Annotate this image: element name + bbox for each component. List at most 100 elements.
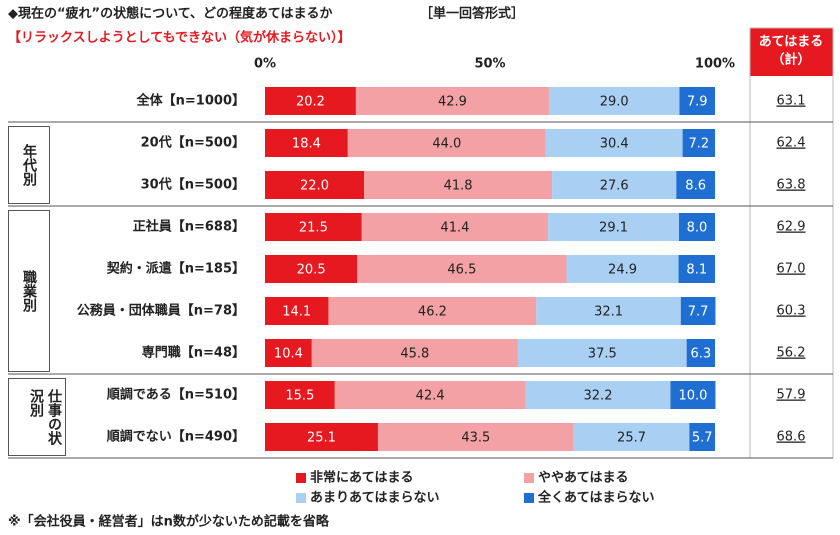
bar-segment xyxy=(311,339,518,367)
value-label: 8.6 xyxy=(685,179,706,194)
bar-segment xyxy=(517,339,687,367)
legend-swatch xyxy=(524,493,534,503)
total-value: 62.9 xyxy=(777,220,806,235)
value-label: 46.5 xyxy=(447,263,476,278)
value-label: 43.5 xyxy=(461,431,490,446)
bar-segment xyxy=(357,255,567,283)
bar-segment xyxy=(686,339,715,367)
category-label: 専門職【n=48】 xyxy=(142,345,245,361)
category-label: 順調である【n=510】 xyxy=(107,387,245,403)
category-label: 20代【n=500】 xyxy=(141,135,245,151)
bar-segment xyxy=(548,213,679,241)
bar-segment xyxy=(548,87,680,115)
bar-segment xyxy=(265,171,364,199)
value-label: 15.5 xyxy=(285,389,314,404)
value-label: 22.0 xyxy=(300,179,329,194)
value-label: 6.3 xyxy=(690,347,711,362)
value-label: 42.9 xyxy=(438,95,467,110)
totals-title: （計） xyxy=(771,52,810,68)
value-label: 21.5 xyxy=(299,221,328,236)
total-value: 67.0 xyxy=(777,262,806,277)
bar-segment xyxy=(265,297,329,325)
value-label: 25.1 xyxy=(307,431,336,446)
totals-header xyxy=(750,28,833,76)
category-label: 30代【n=500】 xyxy=(141,177,245,193)
bar-segment xyxy=(265,87,356,115)
bar-segment xyxy=(355,87,549,115)
value-label: 42.4 xyxy=(416,389,445,404)
bar-segment xyxy=(265,255,358,283)
group-label: 職業別 xyxy=(8,210,50,372)
legend-swatch xyxy=(296,473,306,483)
total-value: 56.2 xyxy=(777,346,806,361)
value-label: 18.4 xyxy=(292,137,321,152)
value-label: 25.7 xyxy=(617,431,646,446)
bar-segment xyxy=(670,381,716,409)
value-label: 20.5 xyxy=(297,263,326,278)
legend-label: 非常にあてはまる xyxy=(310,470,413,486)
value-label: 44.0 xyxy=(432,137,461,152)
x-tick-label: 0% xyxy=(254,57,276,72)
bar-segment xyxy=(328,297,537,325)
value-label: 30.4 xyxy=(600,137,629,152)
category-label: 契約・派遣【n=185】 xyxy=(106,261,245,277)
totals-title: あてはまる xyxy=(759,35,823,50)
bar-segment xyxy=(525,381,671,409)
bar-segment xyxy=(361,213,549,241)
legend-swatch xyxy=(296,493,306,503)
value-label: 10.0 xyxy=(678,389,707,404)
bar-segment xyxy=(347,129,546,157)
bar-segment xyxy=(334,381,526,409)
bar-segment xyxy=(679,87,715,115)
value-label: 7.9 xyxy=(687,95,708,110)
value-label: 24.9 xyxy=(608,263,637,278)
value-label: 32.1 xyxy=(594,305,623,320)
value-label: 29.0 xyxy=(600,95,629,110)
bar-segment xyxy=(265,129,348,157)
total-value: 62.4 xyxy=(777,136,806,151)
legend-label: 全くあてはまらない xyxy=(537,490,654,506)
value-label: 46.2 xyxy=(418,305,447,320)
x-tick-label: 50% xyxy=(474,57,505,72)
category-label: 順調でない【n=490】 xyxy=(107,429,245,445)
legend-label: あまりあてはまらない xyxy=(310,491,439,506)
x-tick-label: 100% xyxy=(695,57,735,72)
chart-title: ◆現在の“疲れ”の状態について、どの程度あてはまるか xyxy=(8,6,333,22)
value-label: 37.5 xyxy=(588,347,617,362)
bar-segment xyxy=(265,339,312,367)
answer-format: ［単一回答形式］ xyxy=(420,6,524,22)
value-label: 10.4 xyxy=(274,347,303,362)
value-label: 14.1 xyxy=(282,305,311,320)
value-label: 20.2 xyxy=(296,95,325,110)
legend-label: ややあてはまる xyxy=(538,471,628,486)
value-label: 32.2 xyxy=(584,389,613,404)
footnote: ※「会社役員・経営者」はn数が少ないため記載を省略 xyxy=(8,514,330,530)
chart-subtitle: 【リラックスしようとしてもできない（気が休まらない）】 xyxy=(8,30,351,46)
bar-segment xyxy=(364,171,553,199)
bar-segment xyxy=(536,297,681,325)
value-label: 8.0 xyxy=(687,221,708,236)
bar-segment xyxy=(680,297,716,325)
bar-segment xyxy=(689,423,715,451)
bar-segment xyxy=(682,129,715,157)
value-label: 8.1 xyxy=(686,263,707,278)
total-value: 60.3 xyxy=(777,304,806,319)
value-label: 27.6 xyxy=(600,179,629,194)
total-value: 63.1 xyxy=(777,94,806,109)
value-label: 7.7 xyxy=(688,305,709,320)
group-label: 仕事の状況別 xyxy=(8,378,66,456)
bar-segment xyxy=(676,171,715,199)
legend-swatch xyxy=(524,473,534,483)
bar-segment xyxy=(552,171,677,199)
bar-segment xyxy=(545,129,683,157)
group-label: 年代別 xyxy=(8,126,50,204)
value-label: 45.8 xyxy=(400,347,429,362)
bar-segment xyxy=(679,213,715,241)
bar-segment xyxy=(265,381,335,409)
total-value: 57.9 xyxy=(777,388,806,403)
value-label: 5.7 xyxy=(692,431,713,446)
value-label: 7.2 xyxy=(688,137,709,152)
bar-segment xyxy=(573,423,690,451)
